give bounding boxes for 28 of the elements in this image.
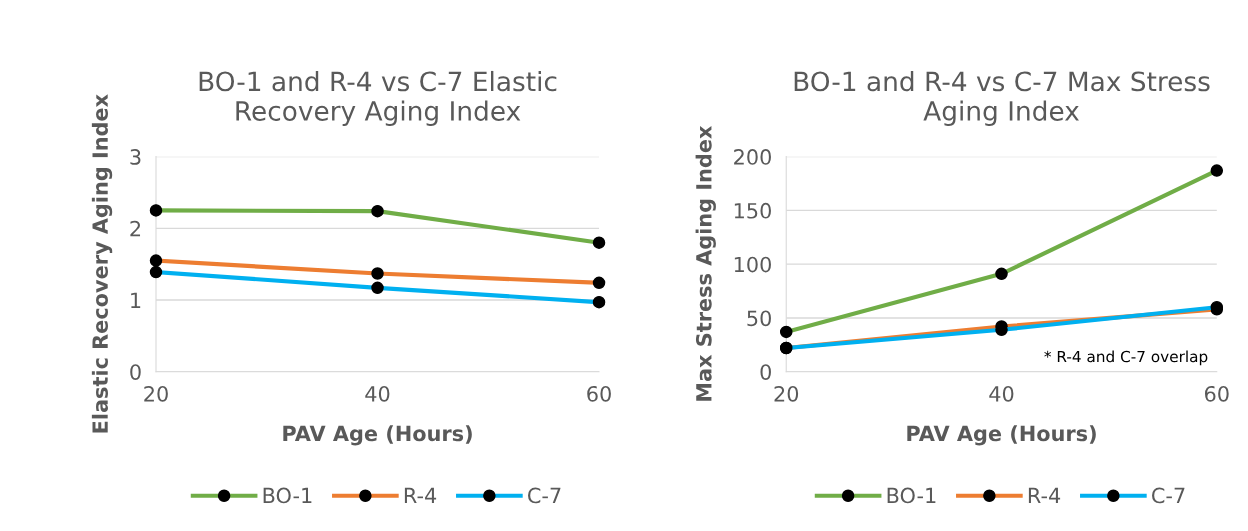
legend-label: BO-1 bbox=[887, 487, 936, 504]
x-tick-label: 60 bbox=[1205, 385, 1229, 402]
y-tick-label: 200 bbox=[734, 149, 771, 165]
legend-label: R-4 bbox=[404, 487, 437, 504]
y-tick-label: 100 bbox=[734, 256, 771, 273]
x-tick-label: 40 bbox=[989, 385, 1014, 402]
chart-title: BO-1 and R-4 vs C-7 Elastic Recovery Aging Index bbox=[199, 70, 557, 127]
y-axis-title: Elastic Recovery Aging Index bbox=[91, 94, 113, 433]
x-tick-label: 40 bbox=[365, 385, 390, 402]
x-tick-label: 20 bbox=[774, 385, 799, 402]
y-tick-label: 0 bbox=[760, 364, 771, 380]
chart-title: BO-1 and R-4 vs C-7 Max Stress Aging Index bbox=[794, 70, 1210, 127]
y-axis-title: Max Stress Aging Index bbox=[695, 125, 716, 401]
y-tick-label: 3 bbox=[130, 149, 141, 165]
x-tick-label: 60 bbox=[587, 385, 611, 402]
y-tick-label: 0 bbox=[130, 364, 141, 380]
y-tick-label: 2 bbox=[130, 220, 141, 237]
x-axis-title: PAV Age (Hours) bbox=[283, 425, 472, 446]
legend-label: C-7 bbox=[528, 487, 561, 504]
y-tick-label: 1 bbox=[131, 292, 141, 308]
legend-label: R-4 bbox=[1028, 487, 1061, 504]
y-tick-label: 150 bbox=[734, 202, 771, 219]
legend-label: C-7 bbox=[1152, 487, 1185, 504]
x-tick-label: 20 bbox=[144, 385, 168, 402]
legend-label: BO-1 bbox=[263, 487, 312, 504]
annotation: * R-4 and C-7 overlap bbox=[1044, 350, 1208, 366]
x-axis-title: PAV Age (Hours) bbox=[907, 425, 1096, 446]
y-tick-label: 50 bbox=[747, 310, 771, 327]
